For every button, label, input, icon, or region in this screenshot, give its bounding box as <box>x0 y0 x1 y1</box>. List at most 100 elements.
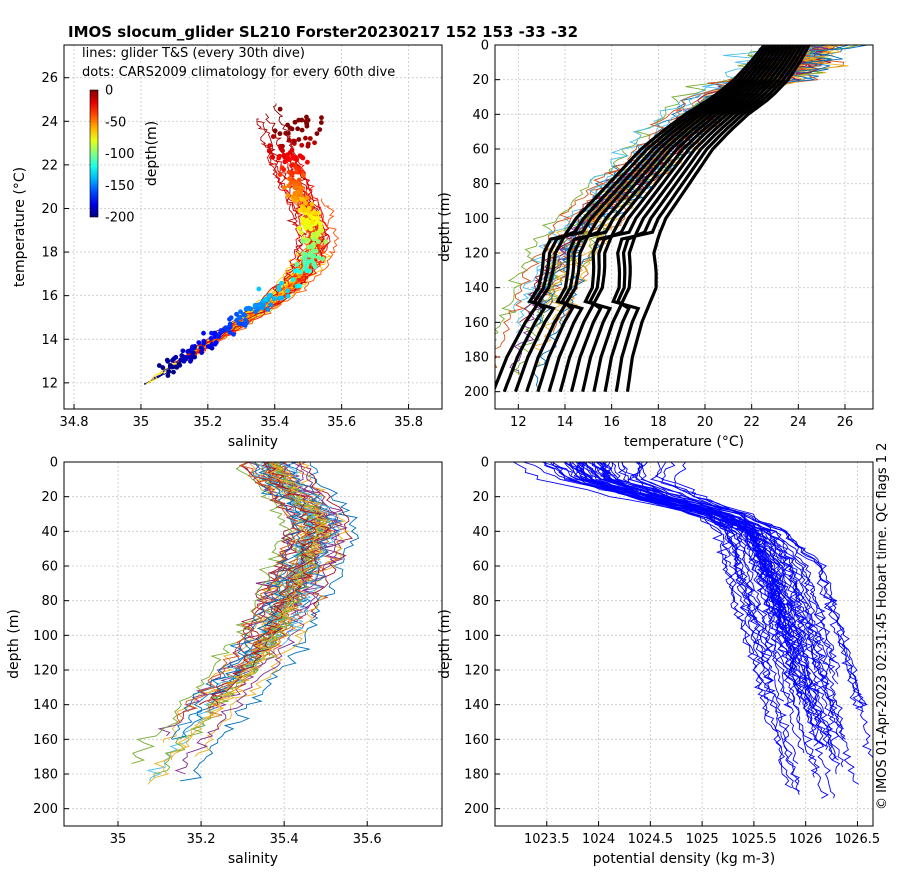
y-tick-label: 60 <box>472 143 489 158</box>
climatology-dot <box>294 262 300 267</box>
climatology-dot <box>227 329 233 335</box>
climatology-dot <box>270 154 276 160</box>
climatology-temperature-line <box>581 45 796 393</box>
climatology-dot <box>241 312 246 317</box>
climatology-dot <box>279 280 284 286</box>
y-tick-label: 60 <box>472 560 489 575</box>
density-profile-line <box>579 462 801 664</box>
climatology-dot <box>294 169 299 175</box>
climatology-dot <box>170 358 175 363</box>
x-tick-label: 1023.5 <box>524 832 570 847</box>
x-tick-label: 12 <box>510 415 527 430</box>
y-tick-label: 200 <box>33 802 58 817</box>
climatology-dot <box>173 364 179 370</box>
density-profile-line <box>600 462 772 681</box>
climatology-dot <box>252 302 258 308</box>
climatology-dot <box>290 277 296 283</box>
y-tick-label: 80 <box>472 594 489 609</box>
y-tick-label: 40 <box>472 525 489 540</box>
climatology-dot <box>209 345 215 351</box>
ts-glider-line <box>187 252 303 354</box>
climatology-dot <box>319 115 324 121</box>
climatology-dot <box>223 325 228 331</box>
climatology-dot <box>314 131 320 136</box>
climatology-dot <box>267 143 273 148</box>
climatology-dot <box>304 123 310 129</box>
y-axis-label: temperature (°C) <box>12 167 28 287</box>
density-profile-line <box>629 462 772 657</box>
depth-colorbar: 0 -50 -100 -150 -200 depth(m) <box>89 84 160 226</box>
climatology-dot <box>201 330 206 336</box>
density-profile-line <box>583 462 784 643</box>
y-tick-label: 100 <box>464 629 489 644</box>
y-tick-label: 16 <box>41 289 58 304</box>
climatology-dot <box>238 309 243 315</box>
y-tick-label: 160 <box>464 316 489 331</box>
climatology-dot <box>285 131 291 136</box>
salinity-profile-line <box>179 462 360 782</box>
x-tick-label: 26 <box>837 415 854 430</box>
ts-glider-line <box>144 214 317 386</box>
climatology-dot <box>281 167 287 173</box>
salinity-profile-line <box>253 462 314 615</box>
climatology-dot <box>189 346 195 352</box>
climatology-dot <box>313 210 319 216</box>
temperature-profile-line <box>495 45 796 348</box>
salinity-profile-line <box>169 462 330 761</box>
y-tick-label: 180 <box>464 351 489 366</box>
y-tick-label: 160 <box>464 733 489 748</box>
y-axis-label: depth (m) <box>437 609 453 679</box>
legend-lines-note: lines: glider T&S (every 30th dive) <box>82 46 305 61</box>
ts-glider-line <box>199 198 340 353</box>
climatology-dot <box>192 354 198 360</box>
climatology-dot <box>297 153 303 159</box>
climatology-dot <box>167 364 173 370</box>
density-profile-line <box>549 462 828 747</box>
x-axis-label: potential density (kg m-3) <box>593 851 775 867</box>
climatology-dot <box>295 189 300 195</box>
climatology-dot <box>228 315 234 321</box>
x-tick-label: 35.4 <box>270 832 299 847</box>
x-tick-label: 35.4 <box>260 415 289 430</box>
salinity-profile-line <box>298 462 349 608</box>
salinity-profile-line <box>162 462 302 743</box>
y-tick-label: 120 <box>33 664 58 679</box>
climatology-dot <box>295 126 301 132</box>
climatology-dot <box>276 287 282 293</box>
climatology-dot <box>171 369 176 375</box>
y-tick-label: 180 <box>464 768 489 783</box>
x-tick-label: 1026.5 <box>835 832 881 847</box>
climatology-dot <box>266 148 272 154</box>
climatology-dot <box>281 152 287 158</box>
y-tick-label: 180 <box>33 768 58 783</box>
axes-frame <box>494 461 874 827</box>
climatology-dot <box>300 216 306 222</box>
climatology-dot <box>320 256 326 262</box>
y-tick-label: 120 <box>464 247 489 262</box>
temperature-profile-line <box>513 45 806 313</box>
climatology-dot <box>317 127 323 132</box>
climatology-temperature-line <box>495 45 766 392</box>
climatology-dot <box>285 293 291 299</box>
x-tick-label: 35.6 <box>353 832 382 847</box>
density-depth-axes: 1023.5 1024 1024.5 1025 1025.5 1026 1026.5 0 20 4… <box>437 456 881 868</box>
climatology-dot <box>237 315 243 321</box>
salinity-profile-line <box>278 462 338 615</box>
colorbar-tick-label: -100 <box>105 147 135 162</box>
climatology-temperature-line <box>625 45 811 392</box>
climatology-dot <box>304 268 310 274</box>
climatology-dot <box>165 373 171 378</box>
colorbar-tick-label: -50 <box>105 115 126 130</box>
climatology-dot <box>310 219 315 225</box>
density-profile-line <box>591 462 805 695</box>
x-axis-label: salinity <box>228 851 278 867</box>
x-tick-label: 20 <box>697 415 714 430</box>
climatology-dot <box>285 122 290 128</box>
y-tick-label: 18 <box>41 246 58 261</box>
climatology-dot <box>316 239 321 245</box>
x-tick-label: 1026 <box>789 832 822 847</box>
climatology-temperature-line <box>525 45 777 393</box>
climatology-dot <box>277 106 283 112</box>
climatology-dot <box>180 348 186 354</box>
ts-diagram-axes: 34.8 35 35.2 35.4 35.6 35.8 12 14 16 18 20 22 24 26 sa… <box>12 44 443 450</box>
